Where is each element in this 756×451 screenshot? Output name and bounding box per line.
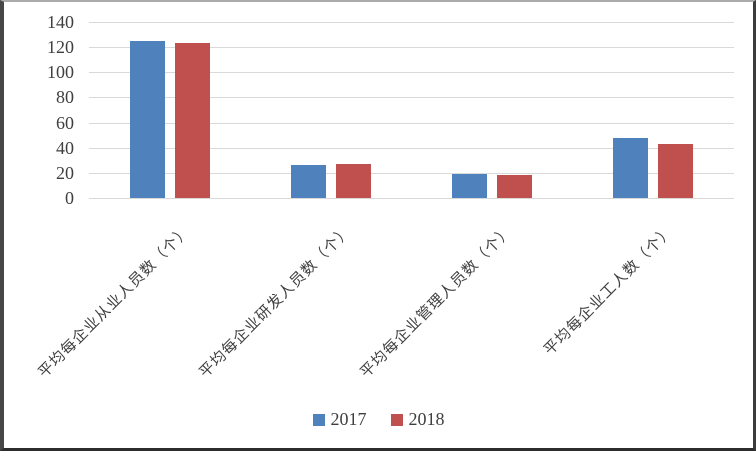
y-axis-tick-label: 80: [56, 87, 74, 108]
gridline: [89, 22, 734, 23]
bar-2017-category-2: [452, 174, 488, 198]
y-axis-tick-label: 40: [56, 137, 74, 158]
plot-area: 2017 2018 0 20 40 60 80 100 120 140 平均每企业从业人员数（个…: [4, 2, 753, 448]
x-axis-category-label: 平均每企业管理人员数（个）: [357, 222, 517, 382]
bar-2018-category-2: [497, 175, 533, 198]
y-axis-tick-label: 120: [47, 37, 74, 58]
bar-2017-category-0: [129, 40, 165, 198]
x-axis-category-label: 平均每企业工人数（个）: [541, 222, 678, 359]
legend-swatch-2017: [312, 413, 325, 426]
y-axis-tick-label: 20: [56, 162, 74, 183]
gridline: [89, 198, 734, 199]
y-axis-tick-label: 140: [47, 12, 74, 32]
legend-item-2017: 2017: [312, 409, 367, 430]
x-axis-category-label: 平均每企业从业人员数（个）: [35, 222, 194, 382]
legend-item-2018: 2018: [390, 409, 445, 430]
bar-2018-category-0: [174, 43, 210, 198]
gridline: [89, 47, 734, 49]
gridline: [89, 122, 734, 124]
gridline: [89, 72, 734, 74]
y-axis-tick-label: 100: [47, 62, 74, 83]
bar-2017-category-1: [290, 165, 326, 198]
y-axis-tick-label: 60: [56, 112, 74, 133]
legend-swatch-2018: [390, 413, 403, 426]
gridline: [89, 147, 734, 149]
legend: 2017 2018: [4, 409, 753, 430]
x-axis-category-label: 平均每企业研发人员数（个）: [196, 222, 356, 382]
legend-label-2018: 2018: [408, 409, 445, 429]
gridline: [89, 97, 734, 99]
gridline: [89, 172, 734, 174]
bar-2018-category-3: [658, 143, 694, 198]
bar-2017-category-3: [613, 137, 649, 198]
y-axis-tick-label: 0: [65, 188, 74, 208]
legend-label-2017: 2017: [330, 409, 367, 429]
bar-2018-category-1: [335, 164, 371, 198]
